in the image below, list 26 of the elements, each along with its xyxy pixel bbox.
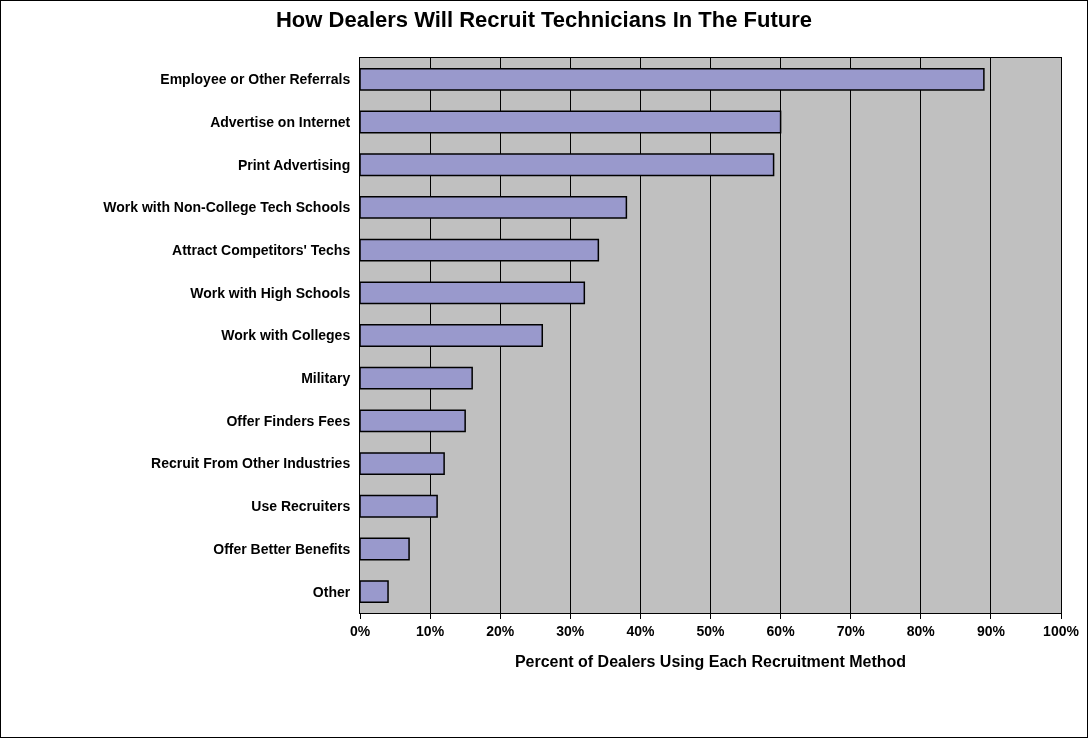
x-tick-label: 60%: [766, 622, 796, 639]
y-tick-label: Military: [301, 370, 351, 387]
x-tick-label: 0%: [349, 622, 371, 639]
x-tick-label: 20%: [486, 622, 515, 639]
y-tick-label: Other: [312, 583, 351, 600]
x-tick-label: 90%: [976, 622, 1006, 639]
y-tick-label: Attract Competitors' Techs: [172, 242, 351, 259]
x-tick-label: 100%: [1043, 622, 1080, 639]
x-tick-label: 70%: [836, 622, 866, 639]
y-tick-label: Use Recruiters: [251, 498, 351, 515]
x-axis-title: Percent of Dealers Using Each Recruitment Method: [514, 653, 907, 671]
y-tick-label: Print Advertising: [237, 156, 351, 173]
y-tick-label: Offer Better Benefits: [213, 540, 351, 557]
y-tick-label: Work with High Schools: [190, 284, 351, 301]
y-tick-label: Advertise on Internet: [210, 113, 351, 130]
y-tick-label: Work with Non-College Tech Schools: [103, 199, 351, 216]
x-tick-label: 10%: [416, 622, 445, 639]
chart-title: How Dealers Will Recruit Technicians In The Future: [275, 7, 813, 33]
y-tick-label: Employee or Other Referrals: [160, 71, 351, 88]
y-tick-label: Work with Colleges: [221, 327, 351, 344]
x-tick-label: 80%: [906, 622, 936, 639]
x-tick-label: 30%: [556, 622, 585, 639]
x-tick-label: 50%: [696, 622, 726, 639]
y-tick-label: Offer Finders Fees: [226, 412, 351, 429]
y-tick-label: Recruit From Other Industries: [151, 455, 351, 472]
x-tick-label: 40%: [626, 622, 655, 639]
